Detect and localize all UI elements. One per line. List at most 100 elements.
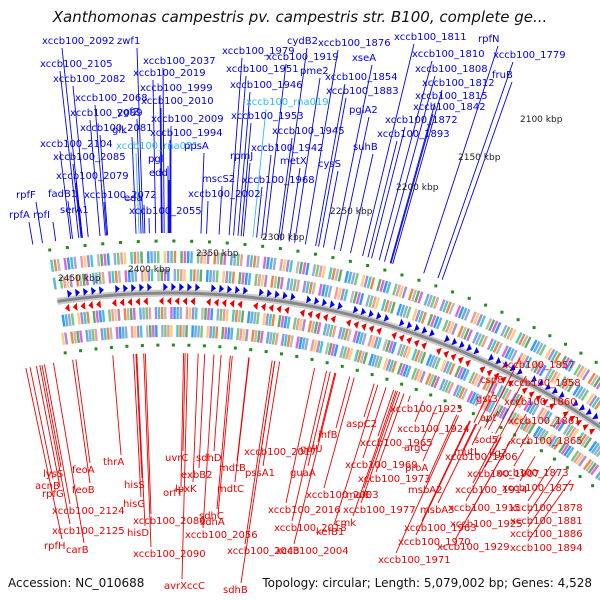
lower-leader-line <box>422 409 446 462</box>
outer-feature-band <box>236 253 240 267</box>
inner-tick <box>578 475 582 479</box>
outer-feature-band <box>86 255 91 268</box>
outer-feature-band <box>576 365 585 378</box>
upper-gene-label: serA1 <box>60 205 89 216</box>
lower-leader-line <box>136 353 146 527</box>
inner-feature-band <box>83 311 87 325</box>
forward-gene-arrow <box>429 329 435 337</box>
outer-feature-band-2 <box>343 289 349 302</box>
outer-feature-band-2 <box>62 276 67 289</box>
outer-feature-band-2 <box>402 305 409 318</box>
inner-feature-band-2 <box>103 327 107 341</box>
inner-feature-band <box>476 375 484 388</box>
outer-feature-band-2 <box>365 294 371 307</box>
outer-feature-band-2 <box>257 274 262 287</box>
reverse-gene-arrow <box>458 356 464 364</box>
inner-feature-band-2 <box>353 349 360 362</box>
outer-feature-band-2 <box>544 367 553 380</box>
lower-gene-label: hisS <box>124 480 145 491</box>
inner-feature-band-2 <box>73 331 78 344</box>
outer-feature-band-2 <box>134 269 138 282</box>
inner-feature-band <box>552 416 561 429</box>
inner-feature-band <box>246 311 251 324</box>
outer-feature-band-2 <box>594 399 600 410</box>
kbp-tick-label: 2150 kbp <box>458 153 501 163</box>
lower-leader-line <box>213 354 222 452</box>
reverse-gene-arrow <box>190 297 196 306</box>
outer-feature-band <box>223 252 227 265</box>
inner-feature-band-2 <box>70 331 75 344</box>
inner-feature-band-2 <box>385 358 392 372</box>
inner-feature-band-2 <box>206 325 210 339</box>
lower-gene-label: xccb100_2080 <box>133 516 206 527</box>
upper-leader-line <box>89 119 101 237</box>
inner-feature-band-2 <box>410 367 418 380</box>
outer-feature-band-2 <box>486 338 494 351</box>
reverse-gene-arrow <box>563 411 569 419</box>
lower-gene-label: sod5 <box>474 435 498 446</box>
inner-feature-band-2 <box>200 325 204 338</box>
upper-leader-line <box>159 94 162 234</box>
outer-feature-band <box>382 280 389 293</box>
outer-feature-band-2 <box>507 348 515 360</box>
inner-feature-band-2 <box>388 359 395 372</box>
inner-tick <box>443 399 447 403</box>
outer-tick <box>383 268 387 272</box>
outer-feature-band <box>457 306 465 319</box>
inner-tick <box>526 441 530 445</box>
inner-feature-band-2 <box>94 328 98 341</box>
inner-feature-band <box>425 353 433 367</box>
inner-feature-band <box>457 366 464 379</box>
inner-feature-band <box>528 402 537 415</box>
lower-gene-label: xccb100_1865 <box>510 436 583 447</box>
outer-tick <box>516 318 520 322</box>
lower-gene-label: xccb100_1969 <box>345 460 418 471</box>
inner-feature-band <box>101 309 106 323</box>
upper-leader-line <box>362 43 415 257</box>
outer-feature-band-2 <box>566 381 576 393</box>
lower-gene-label: mdtC <box>217 484 244 495</box>
inner-feature-band-2 <box>558 441 567 454</box>
inner-feature-band <box>280 315 285 328</box>
inner-feature-band <box>129 307 133 321</box>
inner-feature-band-2 <box>573 452 582 464</box>
upper-leader-line <box>103 201 108 236</box>
outer-feature-band <box>288 260 294 273</box>
outer-tick <box>484 303 488 307</box>
lower-gene-label: mdtB <box>219 463 246 474</box>
inner-tick <box>140 344 144 348</box>
upper-leader-line <box>143 204 146 234</box>
outer-feature-band <box>106 253 111 266</box>
upper-leader-line <box>72 163 82 238</box>
upper-leader-line <box>294 77 321 243</box>
inner-feature-band-2 <box>318 340 324 354</box>
upper-leader-line <box>378 60 433 261</box>
outer-tick <box>451 290 455 294</box>
lower-gene-label: thrA <box>103 457 124 468</box>
outer-feature-band-2 <box>451 323 458 336</box>
outer-feature-band-2 <box>231 271 236 284</box>
inner-feature-band <box>292 317 297 330</box>
forward-gene-arrow <box>466 343 472 352</box>
inner-feature-band <box>358 332 364 345</box>
outer-feature-band-2 <box>504 346 512 359</box>
outer-feature-band-2 <box>355 292 362 305</box>
outer-feature-band-2 <box>371 296 377 309</box>
inner-feature-band-2 <box>419 370 426 383</box>
inner-feature-band-2 <box>230 327 234 340</box>
lower-gene-label: sdhB <box>223 585 248 596</box>
upper-leader-line <box>288 167 301 242</box>
lower-gene-label: xccb100_1970 <box>398 537 471 548</box>
upper-gene-label: xccb100_2104 <box>40 139 113 150</box>
outer-feature-band-2 <box>442 319 449 332</box>
outer-tick <box>83 243 87 247</box>
outer-feature-band-2 <box>98 272 102 285</box>
outer-tick <box>434 284 438 288</box>
upper-leader-line <box>135 152 140 234</box>
reverse-gene-arrow <box>479 366 486 374</box>
outer-feature-band <box>113 252 117 265</box>
forward-gene-arrow <box>502 360 509 368</box>
inner-feature-band <box>316 322 322 335</box>
lower-leader-line <box>363 391 398 489</box>
outer-feature-band <box>509 329 517 341</box>
